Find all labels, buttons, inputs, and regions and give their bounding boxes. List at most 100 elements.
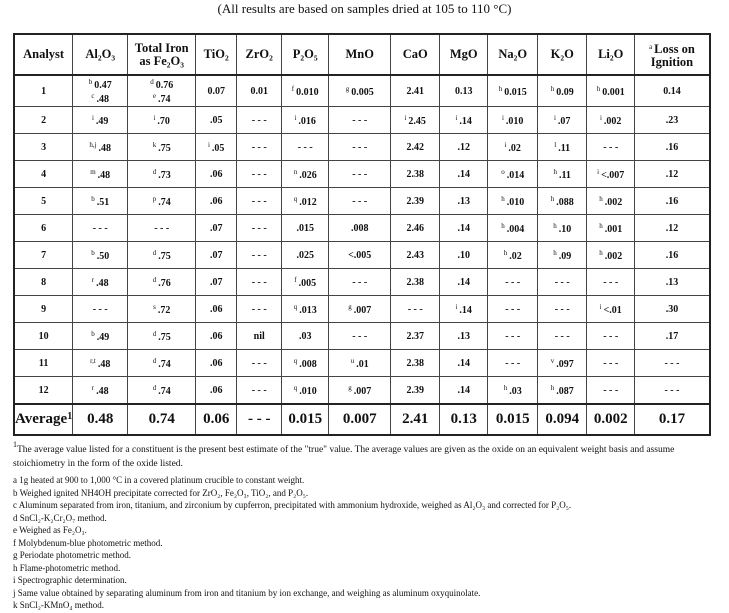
footnote-item: d SnCl₂-K₂Cr₂O₇ method. [13,512,107,523]
cell-line: l .11 [538,141,586,154]
average-value-cell: 2.41 [390,403,441,436]
cell-value: .02 [508,142,521,154]
cell-value: .48 [96,277,109,289]
cell-value: .07 [209,249,223,261]
footnote-marker: q [293,356,298,365]
value-cell: .13 [439,322,489,350]
cell-line: h .010 [488,195,537,208]
cell-line: - - - [488,277,537,288]
footnote-marker: h [553,248,557,257]
cell-line: - - - [329,115,390,126]
footnote-marker: c [91,92,95,100]
cell-value: .51 [96,196,110,208]
footnote-item: j Same value obtained by separating alum… [13,587,481,598]
footnote-marker: h,j [89,140,97,149]
column-header-label: Loss on Ignition [650,41,695,69]
value-cell: - - - [586,349,636,377]
cell-value: 2.38 [406,276,424,288]
value-cell: .07 [195,268,238,296]
footnote-marker: h [503,248,508,257]
cell-line: 1 [15,86,72,97]
value-cell: - - - [537,295,588,323]
value-cell: h 0.09 [537,74,588,107]
value-cell: - - - [236,160,283,188]
cell-line: 3 [15,142,72,153]
value-cell: h .10 [537,214,588,242]
value-cell: - - - [236,106,283,134]
cell-line: q .010 [282,384,328,397]
cell-line: 12 [15,385,72,396]
cell-value: .14 [457,357,470,369]
cell-value: 2.41 [406,85,424,97]
cell-value: .74 [158,94,171,105]
footnote-marker: d [152,329,157,338]
cell-line: <.005 [329,250,390,261]
value-cell: g 0.005 [328,74,392,107]
cell-value: .14 [459,115,472,127]
cell-line: b .50 [73,249,127,262]
value-cell: .14 [439,349,489,377]
cell-value: .12 [665,222,679,234]
footnote-marker: o [501,167,505,176]
cell-value: - - - [251,168,267,180]
cell-line: - - - [488,304,537,315]
footnote-marker: g [348,302,352,311]
cell-line: .06 [196,196,236,207]
value-cell: .06 [195,322,238,350]
cell-line: i <.01 [587,303,634,316]
column-header-label: MnO [345,47,374,61]
value-cell: h .087 [537,376,588,405]
cell-line: - - - [635,358,709,369]
cell-line: - - - [237,196,281,207]
cell-value: .008 [299,358,317,370]
cell-line: - - - [128,223,195,234]
cell-value: .02 [509,250,522,262]
cell-value: - - - [251,195,267,207]
value-cell: - - - [537,322,588,350]
value-cell: .015 [281,214,330,242]
cell-value: - - - [251,222,267,234]
cell-line: .14 [440,169,487,180]
cell-line: r,t .48 [73,357,127,370]
cell-line: r .48 [73,276,127,289]
value-cell: v .097 [537,349,588,377]
footnote-list: a 1g heated at 900 to 1,000 °C in a cove… [13,474,571,612]
cell-line: 2.38 [391,358,439,369]
value-cell: .14 [439,376,489,405]
cell-line: h .002 [587,195,634,208]
value-cell: - - - [236,376,283,405]
cell-value: 1 [41,85,47,97]
footnote-marker: h [599,194,603,203]
footnote-marker: h [596,85,601,93]
average-value-cell: 0.094 [537,403,588,436]
cell-line: h .11 [538,168,586,181]
footnote-marker: d [152,167,157,176]
cell-value: .06 [209,195,223,207]
cell-value: .17 [665,330,679,342]
cell-line: 5 [15,196,72,207]
cell-line: p .74 [128,195,195,208]
value-cell: i .016 [281,106,330,134]
cell-line: n .026 [282,168,328,181]
value-cell: 0.01 [236,74,283,107]
column-header-label: P₂O₅ [292,47,318,61]
cell-line: - - - [538,331,586,342]
value-cell: h .03 [487,376,539,405]
cell-value: .06 [209,168,223,180]
cell-line: r .48 [73,384,127,397]
cell-line: 0.13 [440,86,487,97]
cell-value: .16 [665,249,679,261]
column-header: P₂O₅ [281,33,330,76]
value-cell: h .11 [537,160,588,188]
average-value-cell: - - - [236,403,283,436]
cell-value: .72 [157,304,171,316]
cell-line: 6 [15,223,72,234]
average-value: - - - [247,411,271,427]
value-cell: h .004 [487,214,539,242]
value-cell: .16 [634,241,711,269]
cell-value: .14 [459,304,472,316]
analyst-cell: 9 [13,295,74,323]
footnote-marker: r [91,383,95,392]
cell-line: 7 [15,250,72,261]
value-cell: i .02 [487,133,539,161]
